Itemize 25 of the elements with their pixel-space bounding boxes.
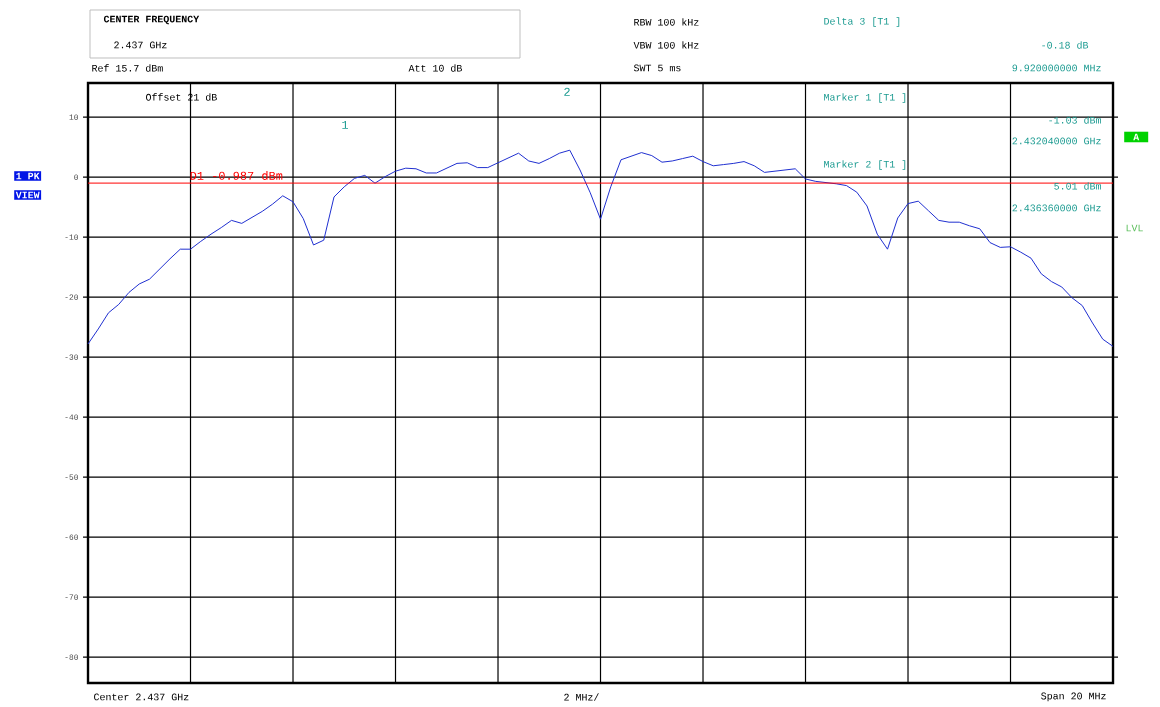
text: Ref 15.7 dBm bbox=[92, 64, 163, 72]
text: Span 20 MHz bbox=[1041, 692, 1106, 702]
text: VBW 100 kHz bbox=[633, 41, 699, 49]
annotation: Marker 1 [T1 ] bbox=[824, 93, 906, 103]
text: 1 PK bbox=[16, 172, 40, 180]
annotation: 2 bbox=[564, 87, 570, 96]
annotation: 1 bbox=[342, 120, 349, 129]
text: Att 10 dB bbox=[408, 64, 462, 72]
text: 9.920000000 MHz bbox=[1012, 64, 1101, 72]
text: Center 2.437 GHz bbox=[94, 693, 189, 701]
text: 2.437 GHz bbox=[114, 41, 167, 49]
annotation: Marker 2 [T1 ] bbox=[824, 160, 906, 170]
annotation: 5.01 dBm bbox=[1054, 182, 1101, 190]
text: SWT 5 ms bbox=[633, 64, 681, 72]
text: Delta 3 [T1 ] bbox=[824, 17, 900, 27]
text: VIEW bbox=[15, 191, 40, 199]
text: CENTER FREQUENCY bbox=[103, 15, 200, 25]
text: A bbox=[1133, 133, 1140, 141]
annotation: -1.03 dBm bbox=[1049, 116, 1101, 124]
annotation: 2.436360000 GHz bbox=[1012, 204, 1101, 212]
annotation: 2.432040000 GHz bbox=[1012, 137, 1101, 145]
text: RBW 100 kHz bbox=[634, 18, 699, 26]
text: -0.18 dB bbox=[1042, 41, 1089, 49]
text: 2 MHz/ bbox=[564, 693, 599, 701]
text: LVL bbox=[1126, 224, 1143, 232]
